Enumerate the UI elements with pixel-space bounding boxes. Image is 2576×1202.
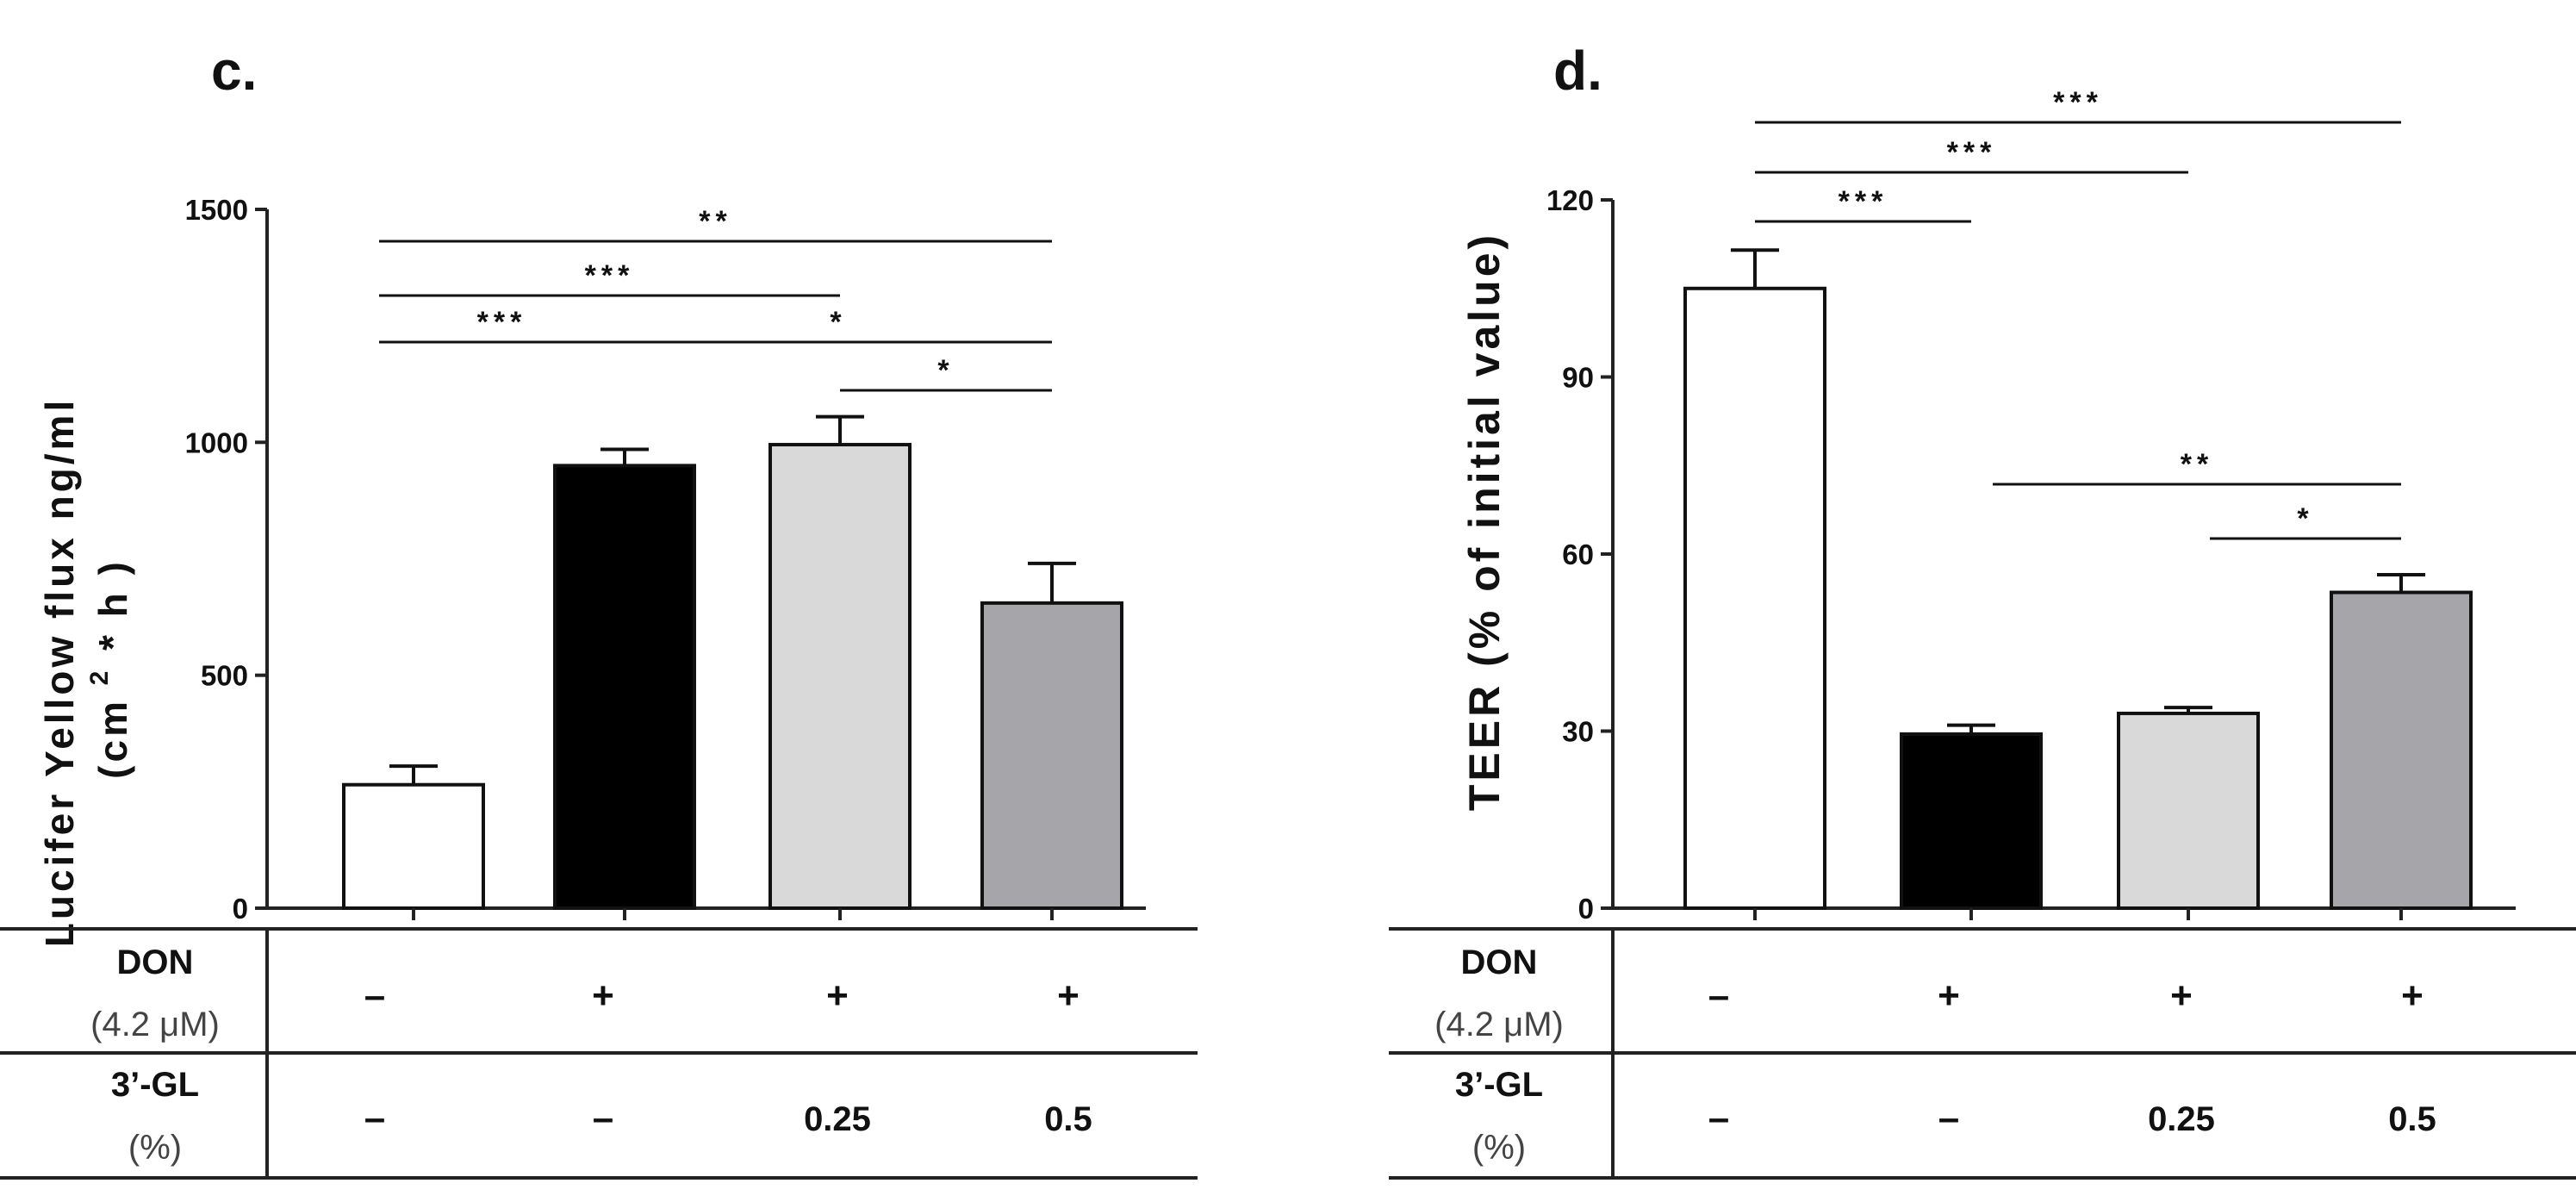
table-d-gl-val-1: – [1938, 1097, 1959, 1139]
table-d-gl-val-3: 0.5 [2388, 1100, 2436, 1138]
panel-d-y-tick-label: 0 [1578, 893, 1594, 925]
table-c-gl-val-0: – [364, 1097, 385, 1139]
panel-d-sig-label-3: ** [2181, 448, 2213, 481]
panel-d-sig-label-4: * [2297, 502, 2313, 535]
panel-c-bar-0 [342, 782, 485, 910]
panel-d-bar-3 [2330, 590, 2473, 911]
panel-c-ylabel-line1: Lucifer Yellow flux ng/ml [37, 397, 82, 947]
panel-d-sig-label-2: *** [1839, 185, 1888, 218]
table-c-don-val-3: + [1057, 975, 1080, 1017]
table-d-gl-sub: (%) [1472, 1129, 1526, 1167]
panel-c-bar-3 [980, 601, 1123, 910]
table-c-don-sub: (4.2 μM) [90, 1006, 220, 1043]
table-c-don-head: DON [117, 944, 194, 981]
panel-c-ylabel-line2-pre: (cm [90, 698, 135, 779]
table-d-don-val-2: + [2170, 975, 2193, 1017]
panel-d-bar-1 [1900, 732, 2043, 910]
panel-c-ylabel-line2-post: * h ) [90, 558, 135, 651]
table-d-gl-val-0: – [1708, 1097, 1729, 1139]
table-d-gl-val-2: 0.25 [2148, 1100, 2215, 1138]
panel-d-y-tick-label: 90 [1562, 362, 1594, 394]
panel-c-ylabel-line2-sup: 2 [85, 668, 114, 686]
table-c-gl-val-1: – [593, 1097, 613, 1139]
panel-c-y-tick-label: 1000 [185, 427, 248, 458]
panel-c-table: DON (4.2 μM) 3’-GL (%) – + + + – – 0.25 … [0, 927, 1198, 1180]
panel-d-sig-label-0: *** [2053, 86, 2103, 119]
panel-c: c. Lucifer Yellow flux ng/ml (cm 2 * h )… [0, 40, 1198, 1180]
panel-c-bar-1 [553, 464, 696, 910]
panel-d-bar-0 [1683, 286, 1826, 910]
table-d-don-sub: (4.2 μM) [1434, 1006, 1564, 1043]
panel-c-sig-label-1: *** [585, 259, 635, 292]
panel-d-bar-2 [2117, 711, 2260, 911]
table-c-gl-val-3: 0.5 [1044, 1100, 1092, 1138]
table-d-gl-head: 3’-GL [1455, 1066, 1543, 1104]
panel-c-bar-2 [768, 443, 912, 910]
table-c-gl-val-2: 0.25 [804, 1100, 871, 1138]
panel-d-sig-label-1: *** [1947, 136, 1997, 169]
table-c-don-val-1: + [592, 975, 614, 1017]
panel-d-y-tick-label: 120 [1546, 184, 1594, 216]
panel-c-sig-label-2: *** [477, 306, 527, 339]
panel-d-ylabel: TEER (% of initial value) [1460, 232, 1509, 811]
panel-d-y-tick-label: 60 [1562, 539, 1594, 570]
table-c-don-val-2: + [826, 975, 849, 1017]
panel-c-y-tick-label: 0 [233, 893, 248, 925]
panel-c-sig-label-3: * [830, 306, 846, 339]
table-c-don-val-0: – [364, 975, 385, 1017]
panel-c-sig-label-0: ** [699, 205, 731, 238]
panel-d-y-tick-label: 30 [1562, 716, 1594, 748]
panel-d-table: DON (4.2 μM) 3’-GL (%) – + + + – – 0.25 … [1389, 927, 2576, 1180]
table-c-gl-sub: (%) [128, 1129, 182, 1167]
panel-d-letter: d. [1553, 40, 1602, 102]
table-d-don-val-1: + [1938, 975, 1960, 1017]
panel-c-y-tick-label: 1500 [185, 194, 248, 226]
panel-c-sig-label-4: * [937, 354, 954, 387]
panel-c-y-axis-title: Lucifer Yellow flux ng/ml (cm 2 * h ) [37, 397, 135, 947]
table-d-don-val-0: – [1708, 975, 1729, 1017]
table-c-gl-head: 3’-GL [111, 1066, 199, 1104]
table-d-don-val-3: + [2401, 975, 2424, 1017]
panel-d-y-axis-title: TEER (% of initial value) [1460, 232, 1509, 811]
panel-c-letter: c. [211, 40, 257, 102]
panel-c-y-tick-label: 500 [201, 660, 248, 692]
table-d-don-head: DON [1461, 944, 1538, 981]
panel-d: d. TEER (% of initial value) 0 30 60 90 120 *… [1389, 40, 2576, 1180]
